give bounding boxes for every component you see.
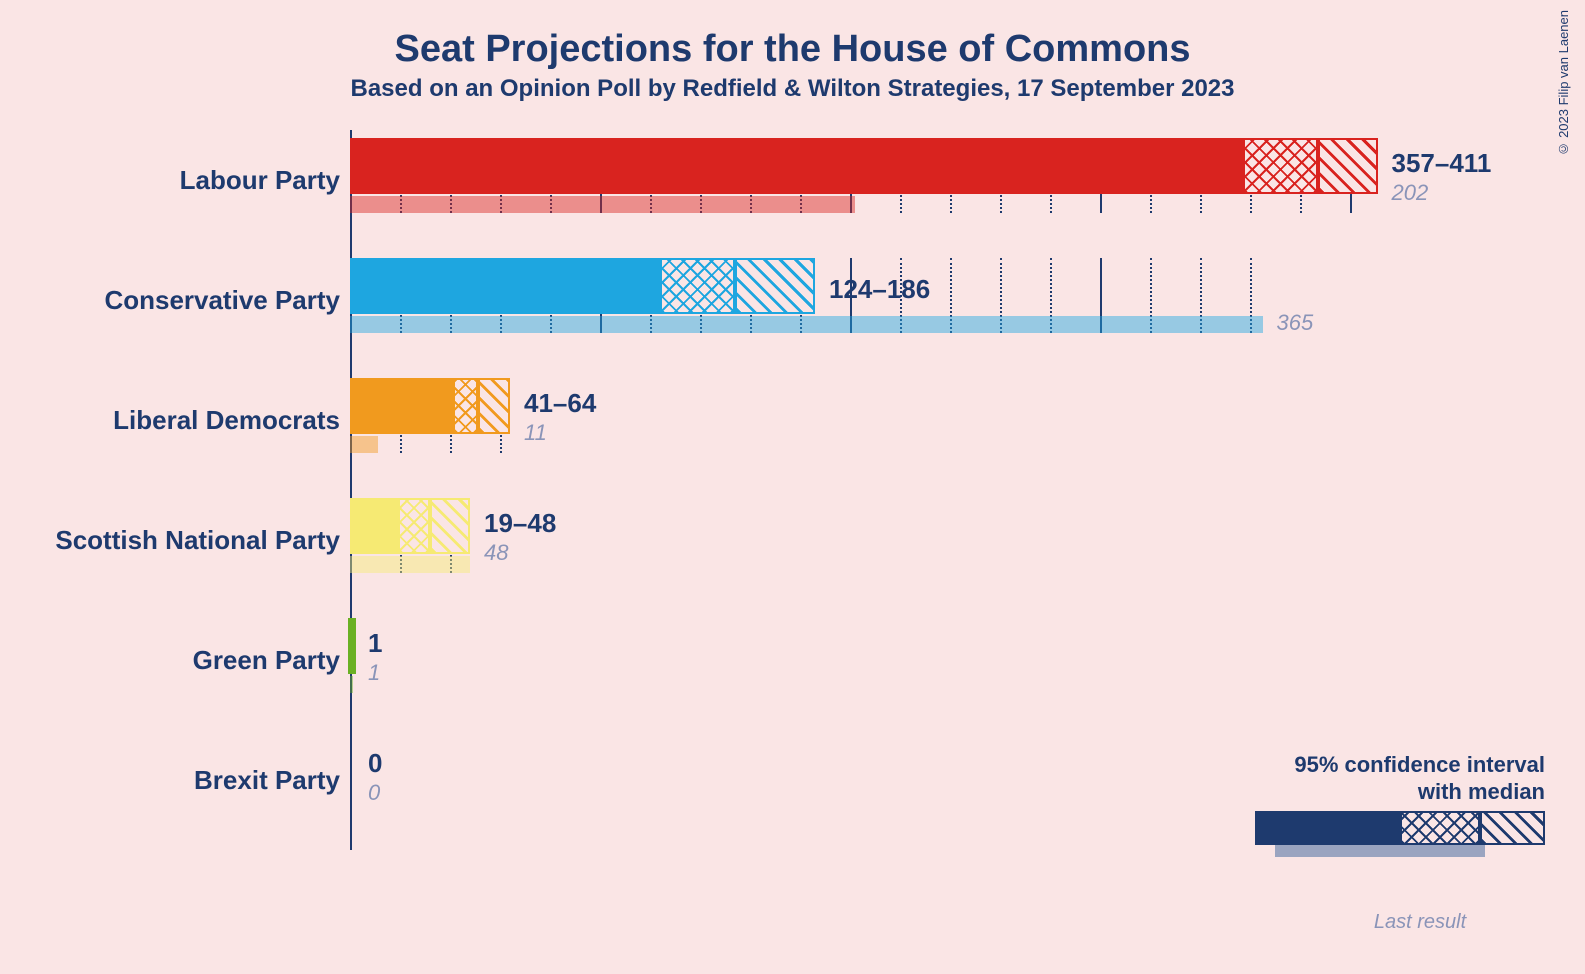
projection-bar-solid <box>348 618 356 674</box>
projection-bar-crosshatch <box>398 498 431 554</box>
legend-prev-swatch <box>1275 845 1485 857</box>
previous-result-label: 0 <box>368 780 380 806</box>
party-row: Labour Party 357–411202 <box>0 130 1585 250</box>
previous-result-bar <box>350 316 1263 333</box>
chart-legend: 95% confidence interval with median Last… <box>1255 752 1545 934</box>
range-label: 1 <box>368 628 382 659</box>
party-label: Liberal Democrats <box>113 405 340 436</box>
previous-result-bar <box>350 556 470 573</box>
projection-bar-crosshatch <box>1243 138 1318 194</box>
range-label: 41–64 <box>524 388 596 419</box>
party-label: Green Party <box>193 645 340 676</box>
previous-result-label: 1 <box>368 660 380 686</box>
previous-result-label: 202 <box>1392 180 1429 206</box>
range-label: 0 <box>368 748 382 779</box>
party-row: Scottish National Party 19–4848 <box>0 490 1585 610</box>
party-row: Liberal Democrats 41–6411 <box>0 370 1585 490</box>
previous-result-label: 11 <box>524 420 547 446</box>
legend-diaghatch-swatch <box>1480 811 1545 845</box>
projection-bar-diaghatch <box>1318 138 1378 194</box>
projection-bar-crosshatch <box>660 258 735 314</box>
previous-result-bar <box>350 196 855 213</box>
projection-bar-diaghatch <box>430 498 470 554</box>
previous-result-bar <box>350 436 378 453</box>
chart-title: Seat Projections for the House of Common… <box>0 0 1585 71</box>
chart-subtitle: Based on an Opinion Poll by Redfield & W… <box>0 71 1585 103</box>
projection-bar-solid <box>350 258 660 314</box>
party-label: Labour Party <box>180 165 340 196</box>
previous-result-bar <box>350 676 353 693</box>
previous-result-label: 365 <box>1277 310 1314 336</box>
range-label: 124–186 <box>829 274 930 305</box>
projection-bar-diaghatch <box>735 258 815 314</box>
party-row: Green Party 11 <box>0 610 1585 730</box>
legend-swatch <box>1255 811 1545 861</box>
projection-bar-solid <box>350 498 398 554</box>
projection-bar-solid <box>350 378 453 434</box>
party-label: Scottish National Party <box>55 525 340 556</box>
previous-result-label: 48 <box>484 540 508 566</box>
legend-last-result-label: Last result <box>1295 911 1545 934</box>
projection-bar-crosshatch <box>453 378 478 434</box>
projection-bar-solid <box>350 138 1243 194</box>
legend-solid-swatch <box>1255 811 1400 845</box>
projection-bar-diaghatch <box>478 378 511 434</box>
legend-crosshatch-swatch <box>1400 811 1480 845</box>
party-label: Brexit Party <box>194 765 340 796</box>
party-row: Conservative Party 124–186 365 <box>0 250 1585 370</box>
range-label: 357–411 <box>1392 148 1492 179</box>
range-label: 19–48 <box>484 508 556 539</box>
party-label: Conservative Party <box>104 285 340 316</box>
legend-title: 95% confidence interval with median <box>1255 752 1545 805</box>
